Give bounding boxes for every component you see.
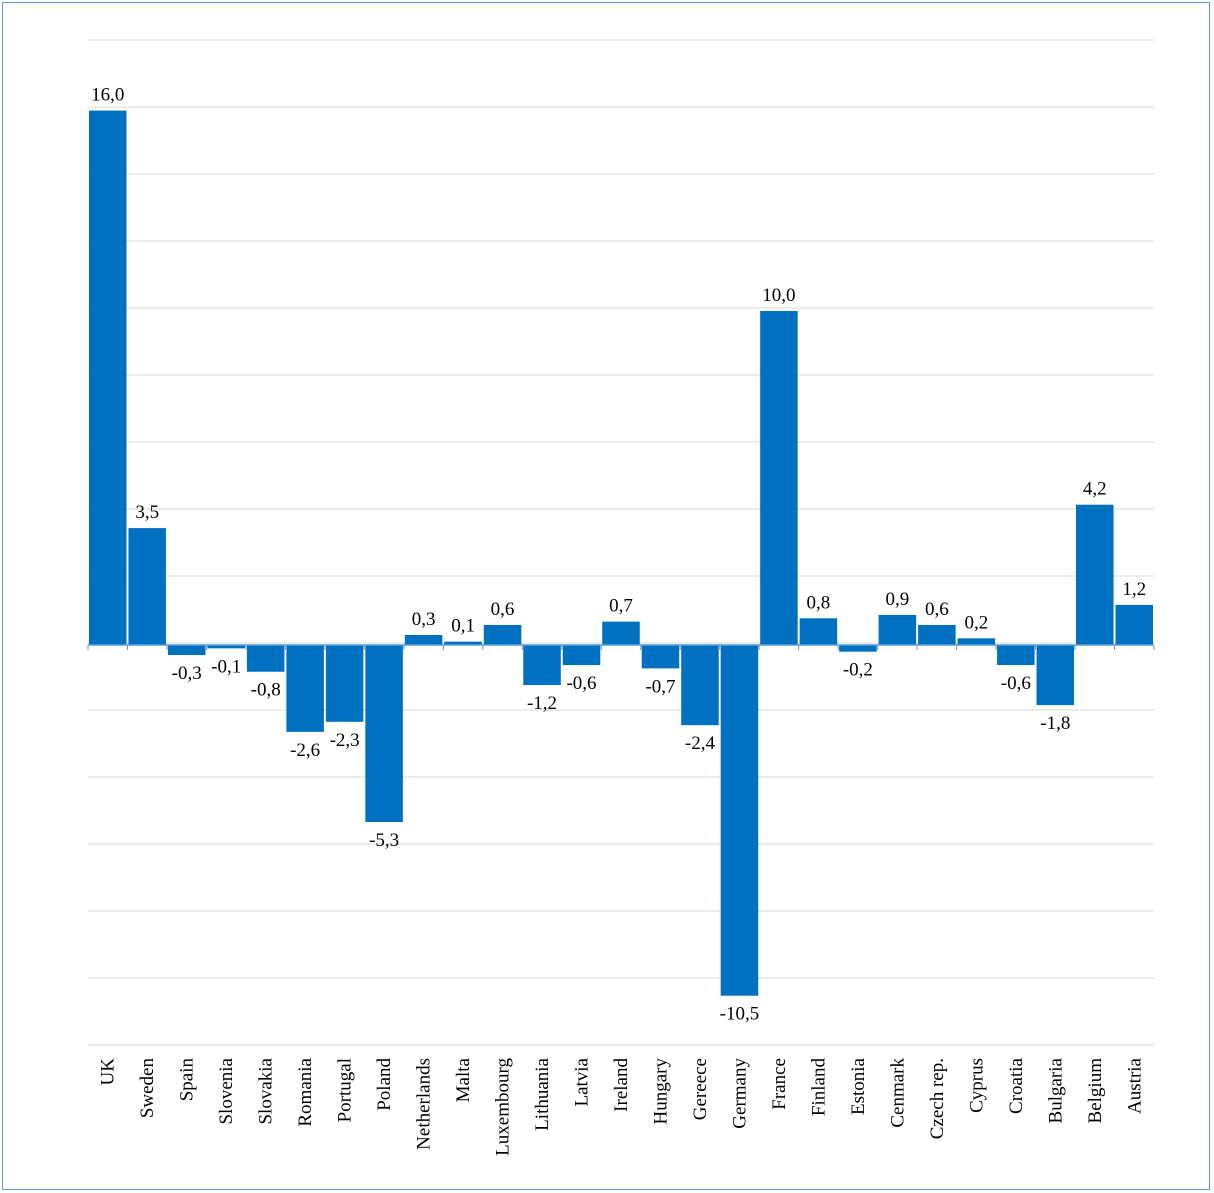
bar-gereece	[681, 645, 719, 726]
data-label: -10,5	[720, 1004, 760, 1025]
category-label: Germany	[729, 1058, 750, 1129]
bar-portugal	[325, 645, 364, 722]
category-label: Poland	[374, 1058, 395, 1111]
bar-luxembourg	[483, 624, 522, 645]
bar-hungary	[641, 645, 680, 669]
data-label: 16,0	[91, 85, 124, 106]
bar-croatia	[997, 645, 1035, 666]
category-label: Portugal	[335, 1058, 356, 1122]
category-label: Cenmark	[887, 1058, 908, 1128]
data-label: -5,3	[369, 830, 399, 851]
data-label: -2,6	[290, 740, 320, 761]
category-label: Spain	[177, 1058, 198, 1102]
data-label: 1,2	[1122, 579, 1146, 600]
category-label: Gereece	[690, 1058, 711, 1120]
bar-estonia	[839, 645, 877, 652]
category-label: Finland	[808, 1058, 829, 1117]
data-label: 0,3	[412, 609, 436, 630]
bar-latvia	[562, 645, 601, 666]
category-label: Belgium	[1085, 1058, 1106, 1124]
bar-bulgaria	[1036, 645, 1075, 706]
category-label: Malta	[453, 1057, 474, 1102]
bar-cyprus	[957, 638, 996, 645]
data-label: 0,2	[964, 612, 988, 633]
category-label: Netherlands	[414, 1058, 435, 1150]
data-label: -0,6	[566, 673, 596, 694]
zero-axis	[87, 644, 1155, 650]
category-label: Sweden	[137, 1058, 158, 1119]
bar-germany	[720, 645, 759, 996]
data-label: -0,3	[172, 663, 202, 684]
category-label: UK	[98, 1058, 119, 1086]
data-label: -2,3	[330, 730, 360, 751]
data-label: 3,5	[135, 502, 159, 523]
data-label: -0,7	[645, 676, 675, 697]
data-label: -1,8	[1040, 713, 1070, 734]
data-label: -0,6	[1001, 673, 1031, 694]
category-label: France	[769, 1058, 790, 1110]
bar-slovenia	[207, 645, 245, 649]
data-label: -2,4	[685, 733, 716, 754]
data-label: -1,2	[527, 693, 557, 714]
bar-france	[760, 311, 798, 645]
data-label: 0,1	[451, 616, 475, 637]
data-label: -0,8	[251, 680, 281, 701]
bar-spain	[167, 645, 206, 656]
bar-slovakia	[246, 645, 285, 672]
bar-ireland	[602, 621, 640, 645]
category-label: Lithuania	[532, 1057, 553, 1130]
data-label: -0,2	[843, 660, 873, 681]
data-labels: 16,0 3,5 -0,3 -0,1 -0,8 -2,6 -2,3 -5,3 0,3 0,1 0,6…	[91, 85, 1146, 1025]
bar-finland	[799, 618, 838, 645]
bar-cenmark	[878, 614, 917, 645]
category-label: Croatia	[1006, 1057, 1027, 1113]
category-label: Hungary	[650, 1058, 671, 1125]
bar-czech-rep-	[918, 624, 956, 645]
category-label: Bulgaria	[1045, 1057, 1066, 1123]
bars	[88, 110, 1154, 996]
bar-netherlands	[404, 634, 443, 645]
category-label: Romania	[295, 1057, 316, 1126]
data-label: 0,7	[609, 596, 633, 617]
data-label: 0,6	[491, 599, 515, 620]
bar-sweden	[128, 528, 166, 645]
bar-uk	[88, 110, 127, 646]
data-label: 4,2	[1083, 479, 1107, 500]
bar-belgium	[1076, 504, 1114, 645]
category-label: Slovenia	[216, 1057, 237, 1124]
data-label: 0,6	[925, 599, 949, 620]
category-label: Latvia	[572, 1057, 593, 1106]
data-label: -0,1	[211, 656, 241, 677]
category-label: Luxembourg	[493, 1058, 514, 1156]
data-label: 0,9	[885, 589, 909, 610]
category-label: Ireland	[611, 1058, 632, 1112]
category-label: Czech rep.	[927, 1058, 948, 1139]
bar-poland	[365, 645, 403, 823]
category-label: Estonia	[848, 1057, 869, 1115]
bar-malta	[444, 641, 482, 645]
bar-romania	[286, 645, 324, 732]
bar-austria	[1115, 604, 1154, 645]
data-label: 0,8	[807, 592, 831, 613]
category-label: Slovakia	[256, 1057, 277, 1124]
category-labels: UK Sweden Spain Slovenia Slovakia Romania Port…	[98, 1057, 1146, 1155]
bar-lithuania	[523, 645, 561, 686]
gridlines	[88, 39, 1154, 1046]
data-label: 10,0	[762, 285, 795, 306]
category-label: Cyprus	[966, 1058, 987, 1113]
category-label: Austria	[1124, 1057, 1145, 1114]
